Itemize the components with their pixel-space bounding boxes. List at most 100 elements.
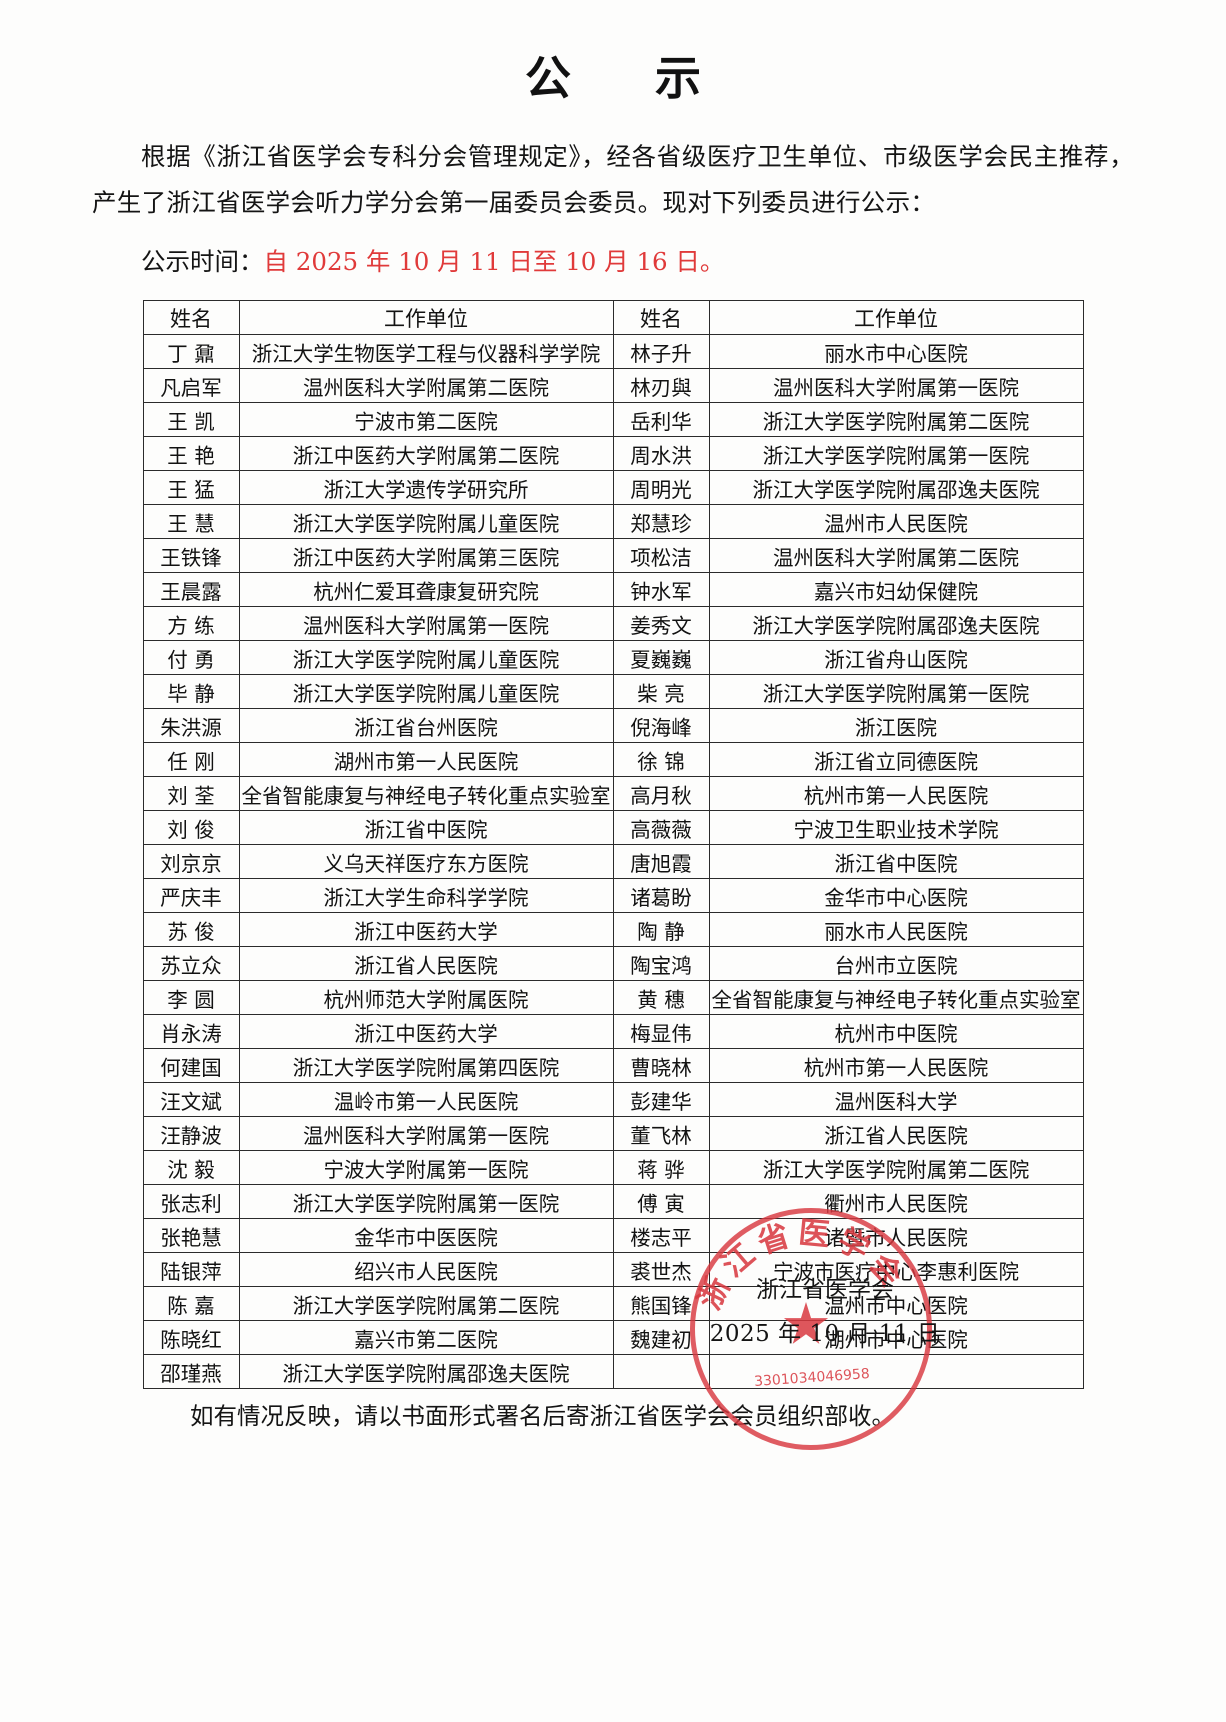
cell-name-right: 高薇薇 — [612, 810, 710, 845]
cell-name-left: 朱洪源 — [142, 708, 240, 743]
cell-org-left: 浙江大学医学院附属儿童医院 — [238, 504, 614, 539]
cell-name-right: 夏巍巍 — [612, 640, 710, 675]
cell-name-left: 严庆丰 — [142, 878, 240, 913]
cell-name-right: 诸葛盼 — [612, 878, 710, 913]
table-row: 何建国 浙江大学医学院附属第四医院 曹晓林 杭州市第一人民医院 — [142, 1048, 1084, 1083]
cell-org-right: 浙江省立同德医院 — [708, 742, 1084, 777]
cell-org-right: 温州医科大学附属第二医院 — [708, 538, 1084, 573]
cell-name-right: 黄 穗 — [612, 980, 710, 1015]
notice-period-line: 公示时间：自 2025 年 10 月 11 日至 10 月 16 日。 — [92, 240, 1134, 284]
cell-org-left: 绍兴市人民医院 — [238, 1252, 614, 1287]
cell-org-right: 台州市立医院 — [708, 946, 1084, 981]
cell-org-right: 温州市人民医院 — [708, 504, 1084, 539]
cell-name-left: 汪文斌 — [142, 1082, 240, 1117]
cell-org-right — [708, 1354, 1084, 1389]
cell-name-left: 王 艳 — [142, 436, 240, 471]
cell-org-right: 浙江大学医学院附属第一医院 — [708, 436, 1084, 471]
cell-name-right: 周明光 — [612, 470, 710, 505]
cell-name-left: 汪静波 — [142, 1116, 240, 1151]
cell-org-right: 全省智能康复与神经电子转化重点实验室 — [708, 980, 1084, 1015]
cell-org-right: 浙江省人民医院 — [708, 1116, 1084, 1151]
cell-name-left: 肖永涛 — [142, 1014, 240, 1049]
table-row: 张艳慧 金华市中医医院 楼志平 诸暨市人民医院 — [142, 1218, 1084, 1253]
cell-name-left: 苏立众 — [142, 946, 240, 981]
table-row: 付 勇浙江大学医学院附属儿童医院 夏巍巍 浙江省舟山医院 — [142, 640, 1084, 675]
cell-org-left: 浙江中医药大学 — [238, 1014, 614, 1049]
cell-name-left: 张志利 — [142, 1184, 240, 1219]
cell-name-right: 郑慧珍 — [612, 504, 710, 539]
column-header-name-left: 姓名 — [142, 300, 240, 335]
signature-date: 2025 年 10 月 11 日 — [709, 1321, 941, 1347]
cell-org-left: 浙江省中医院 — [238, 810, 614, 845]
cell-name-right: 魏建初 — [612, 1320, 710, 1355]
cell-org-left: 温州医科大学附属第一医院 — [238, 1116, 614, 1151]
cell-org-right: 浙江大学医学院附属第二医院 — [708, 402, 1084, 437]
cell-name-right: 陶宝鸿 — [612, 946, 710, 981]
signature-block: 浙江省医学会 2025 年 10 月 11 日 — [700, 1268, 950, 1356]
table-row: 王 猛浙江大学遗传学研究所 周明光 浙江大学医学院附属邵逸夫医院 — [142, 470, 1084, 505]
cell-org-left: 杭州师范大学附属医院 — [238, 980, 614, 1015]
cell-name-left: 付 勇 — [142, 640, 240, 675]
column-header-org-right: 工作单位 — [708, 300, 1084, 335]
cell-name-right: 傅 寅 — [612, 1184, 710, 1219]
cell-name-left: 凡启军 — [142, 368, 240, 403]
cell-name-left: 苏 俊 — [142, 912, 240, 947]
cell-org-right: 温州医科大学 — [708, 1082, 1084, 1117]
cell-org-left: 浙江省台州医院 — [238, 708, 614, 743]
cell-org-left: 浙江大学生命科学学院 — [238, 878, 614, 913]
table-row: 任 刚湖州市第一人民医院徐 锦浙江省立同德医院 — [142, 742, 1084, 777]
cell-org-left: 浙江大学医学院附属第一医院 — [238, 1184, 614, 1219]
cell-org-left: 浙江大学医学院附属邵逸夫医院 — [238, 1354, 614, 1389]
cell-org-left: 湖州市第一人民医院 — [238, 742, 614, 777]
cell-org-right: 浙江医院 — [708, 708, 1084, 743]
cell-name-left: 张艳慧 — [142, 1218, 240, 1253]
table-row: 苏 俊浙江中医药大学陶 静丽水市人民医院 — [142, 912, 1084, 947]
cell-org-left: 浙江大学遗传学研究所 — [238, 470, 614, 505]
cell-name-right: 项松洁 — [612, 538, 710, 573]
cell-org-left: 金华市中医医院 — [238, 1218, 614, 1253]
cell-org-right: 丽水市人民医院 — [708, 912, 1084, 947]
table-row: 毕 静浙江大学医学院附属儿童医院柴 亮浙江大学医学院附属第一医院 — [142, 674, 1084, 709]
cell-org-right: 宁波卫生职业技术学院 — [708, 810, 1084, 845]
table-row: 刘 俊浙江省中医院 高薇薇 宁波卫生职业技术学院 — [142, 810, 1084, 845]
footer-note: 如有情况反映，请以书面形式署名后寄浙江省医学会会员组织部收。 — [190, 1402, 895, 1430]
cell-org-right: 湖州市中心医院 — [708, 1320, 1084, 1355]
cell-name-right — [612, 1354, 710, 1389]
cell-org-right: 金华市中心医院 — [708, 878, 1084, 913]
cell-name-right: 徐 锦 — [612, 742, 710, 777]
cell-org-right: 杭州市第一人民医院 — [708, 1048, 1084, 1083]
cell-org-right: 嘉兴市妇幼保健院 — [708, 572, 1084, 607]
cell-org-right: 诸暨市人民医院 — [708, 1218, 1084, 1253]
cell-org-left: 浙江大学医学院附属第四医院 — [238, 1048, 614, 1083]
table-header-row: 姓名 工作单位 姓名 工作单位 — [142, 300, 1084, 335]
column-header-org-left: 工作单位 — [238, 300, 614, 335]
table-row: 凡启军 温州医科大学附属第二医院 林刃與 温州医科大学附属第一医院 — [142, 368, 1084, 403]
cell-org-right: 浙江省舟山医院 — [708, 640, 1084, 675]
table-row: 肖永涛 浙江中医药大学 梅显伟 杭州市中医院 — [142, 1014, 1084, 1049]
cell-org-left: 浙江大学生物医学工程与仪器科学学院 — [238, 334, 614, 369]
cell-org-right: 浙江大学医学院附属邵逸夫医院 — [708, 606, 1084, 641]
cell-name-right: 周水洪 — [612, 436, 710, 471]
column-header-name-right: 姓名 — [612, 300, 710, 335]
cell-name-right: 梅显伟 — [612, 1014, 710, 1049]
cell-org-right: 浙江大学医学院附属邵逸夫医院 — [708, 470, 1084, 505]
cell-name-right: 唐旭霞 — [612, 844, 710, 879]
cell-name-left: 邵瑾燕 — [142, 1354, 240, 1389]
table-row: 丁 鼐浙江大学生物医学工程与仪器科学学院 林子升 丽水市中心医院 — [142, 334, 1084, 369]
intro-paragraph: 根据《浙江省医学会专科分会管理规定》，经各省级医疗卫生单位、市级医学会民主推荐，… — [92, 142, 1134, 217]
cell-org-left: 浙江中医药大学 — [238, 912, 614, 947]
notice-period-value: 自 2025 年 10 月 11 日至 10 月 16 日。 — [263, 247, 725, 276]
cell-org-right: 杭州市中医院 — [708, 1014, 1084, 1049]
cell-org-left: 浙江大学医学院附属儿童医院 — [238, 674, 614, 709]
cell-org-left: 杭州仁爱耳聋康复研究院 — [238, 572, 614, 607]
cell-org-left: 浙江中医药大学附属第二医院 — [238, 436, 614, 471]
table-row: 李 圆杭州师范大学附属医院黄 穗全省智能康复与神经电子转化重点实验室 — [142, 980, 1084, 1015]
cell-name-left: 王 慧 — [142, 504, 240, 539]
cell-org-right: 杭州市第一人民医院 — [708, 776, 1084, 811]
cell-org-right: 浙江大学医学院附属第一医院 — [708, 674, 1084, 709]
cell-name-right: 林刃與 — [612, 368, 710, 403]
cell-name-left: 陈 嘉 — [142, 1286, 240, 1321]
cell-name-left: 毕 静 — [142, 674, 240, 709]
cell-name-right: 蒋 骅 — [612, 1150, 710, 1185]
cell-org-left: 温岭市第一人民医院 — [238, 1082, 614, 1117]
